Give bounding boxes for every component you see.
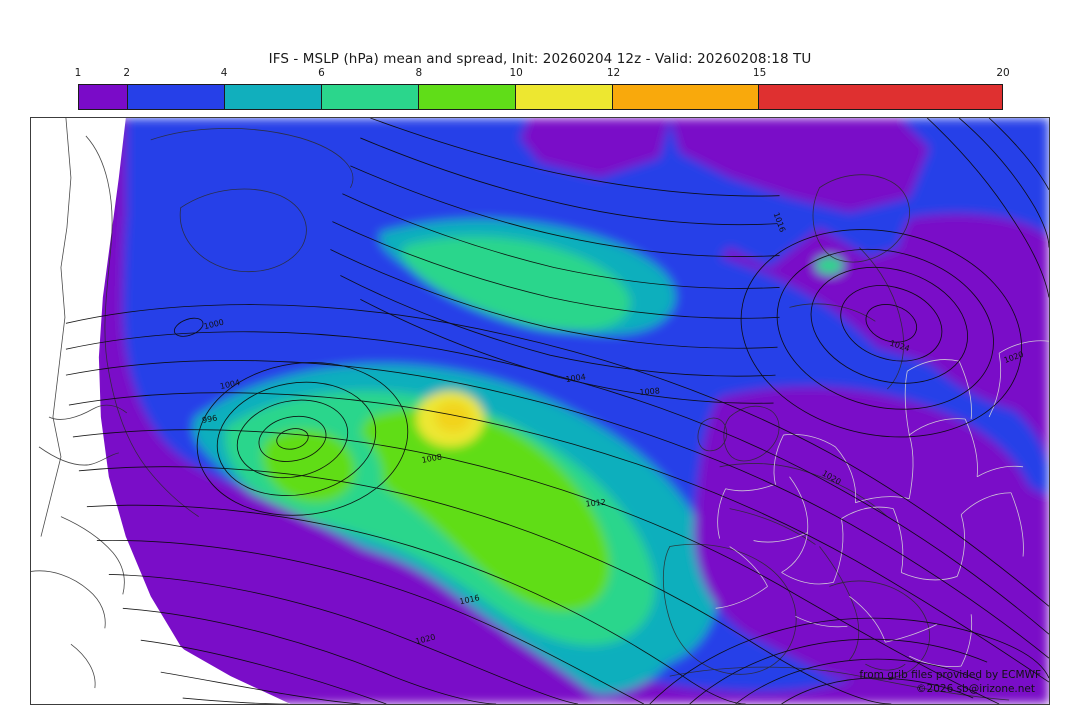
coastlines	[31, 118, 1010, 701]
colorbar-tick-4: 4	[220, 67, 228, 79]
secondary-spread-lobe-core	[262, 429, 356, 503]
svg-text:996: 996	[201, 413, 218, 424]
colorbar-segment-10-12	[516, 85, 614, 109]
colorbar-segment-8-10	[419, 85, 517, 109]
no-data-region-southwest	[31, 586, 291, 704]
spread-pocket-north-atlantic	[520, 118, 670, 178]
colorbar-gradient	[78, 84, 1003, 110]
spread-spot-west	[673, 567, 696, 582]
colorbar: 1 2 4 6 8 10 12 15 20	[75, 67, 1010, 110]
colorbar-segment-2-4	[127, 85, 225, 109]
colorbar-tick-1: 1	[74, 67, 82, 79]
spread-pocket-scandinavia	[669, 118, 930, 213]
colorbar-tick-10: 10	[509, 67, 523, 79]
spread-pocket-southwest	[88, 446, 630, 704]
map-frame[interactable]: 1000 1004 1004 1008 1008 1012 1016 1020 …	[30, 117, 1050, 705]
colorbar-tick-labels: 1 2 4 6 8 10 12 15 20	[74, 65, 1010, 81]
svg-text:1008: 1008	[421, 452, 443, 464]
spread-spot-iceland	[815, 256, 844, 275]
colorbar-segment-6-8	[321, 85, 420, 109]
colorbar-segment-15-20	[759, 85, 1002, 109]
svg-text:1004: 1004	[565, 372, 586, 384]
colorbar-segment-1-2	[79, 85, 128, 109]
page-title: IFS - MSLP (hPa) mean and spread, Init: …	[268, 51, 812, 67]
colorbar-segment-4-6	[224, 85, 322, 109]
svg-text:1008: 1008	[639, 386, 660, 397]
spread-band-6-8-n	[401, 236, 631, 332]
spread-core-inner	[435, 402, 472, 432]
map-canvas: 1000 1004 1004 1008 1008 1012 1016 1020 …	[31, 118, 1049, 704]
colorbar-tick-15: 15	[752, 67, 767, 79]
colorbar-tick-6: 6	[318, 67, 325, 79]
colorbar-tick-2: 2	[123, 67, 131, 79]
no-data-region-west	[31, 118, 261, 704]
spread-band-8-10	[360, 408, 611, 612]
spread-pocket-central-europe	[693, 386, 1049, 692]
svg-text:1012: 1012	[585, 498, 606, 509]
svg-text:1004: 1004	[219, 378, 241, 391]
colorbar-segment-12-15	[613, 85, 760, 109]
colorbar-tick-12: 12	[606, 67, 621, 79]
colorbar-tick-8: 8	[415, 67, 423, 79]
svg-text:1016: 1016	[459, 593, 481, 606]
isobar-contours	[65, 118, 1049, 704]
colorbar-tick-20: 20	[996, 67, 1010, 79]
